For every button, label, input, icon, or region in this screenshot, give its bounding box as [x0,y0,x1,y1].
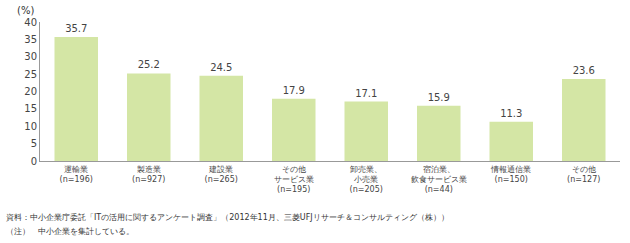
svg-text:25.2: 25.2 [138,59,160,70]
svg-text:25: 25 [24,69,37,80]
svg-text:（注） 中小企業を集計している。: （注） 中小企業を集計している。 [6,227,134,236]
svg-text:11.3: 11.3 [500,108,522,119]
svg-text:40: 40 [24,17,37,28]
svg-text:5: 5 [31,138,37,149]
svg-text:23.6: 23.6 [573,65,595,76]
svg-text:情報通信業(n=150): 情報通信業(n=150) [490,165,531,184]
svg-text:その他サービス業(n=195): その他サービス業(n=195) [274,165,314,195]
svg-text:15: 15 [24,103,37,114]
svg-text:宿泊業、飲食サービス業(n=44): 宿泊業、飲食サービス業(n=44) [411,165,467,195]
svg-text:17.1: 17.1 [355,88,377,99]
svg-text:建設業(n=265): 建設業(n=265) [205,165,238,184]
svg-text:運輸業(n=196): 運輸業(n=196) [60,165,93,184]
svg-text:17.9: 17.9 [283,85,305,96]
svg-text:その他(n=127): その他(n=127) [567,165,600,184]
svg-text:資料：中小企業庁委託「ITの活用に関するアンケート調査」（2: 資料：中小企業庁委託「ITの活用に関するアンケート調査」（2012年11月、三菱… [6,213,449,222]
svg-text:20: 20 [24,86,37,97]
svg-text:製造業(n=927): 製造業(n=927) [132,165,165,184]
svg-text:30: 30 [24,51,37,62]
svg-text:(%): (%) [17,5,34,16]
svg-text:卸売業、小売業(n=205): 卸売業、小売業(n=205) [350,165,383,195]
svg-text:35: 35 [24,34,37,45]
svg-text:15.9: 15.9 [428,92,450,103]
svg-text:0: 0 [31,156,37,167]
svg-text:35.7: 35.7 [65,23,87,34]
svg-text:24.5: 24.5 [210,62,232,73]
svg-text:10: 10 [24,121,37,132]
